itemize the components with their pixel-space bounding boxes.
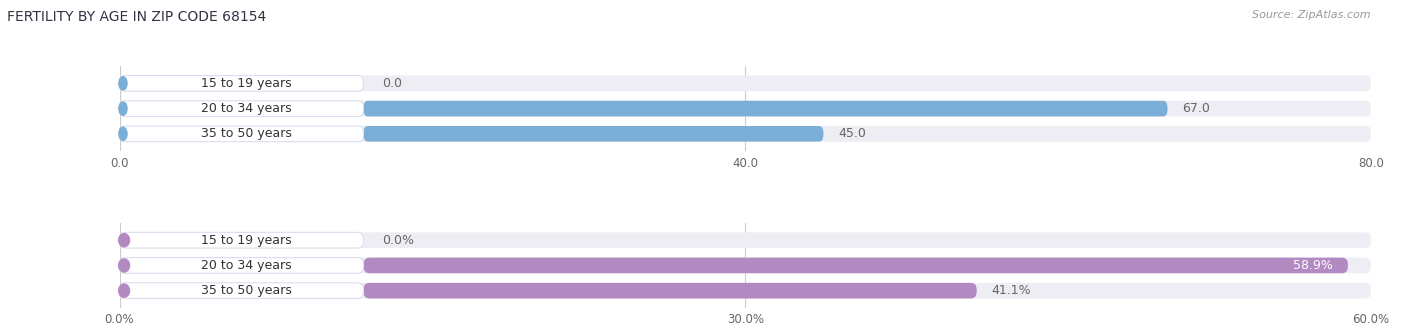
FancyBboxPatch shape xyxy=(120,75,364,91)
FancyBboxPatch shape xyxy=(120,101,1371,117)
Text: 15 to 19 years: 15 to 19 years xyxy=(201,77,291,90)
Text: FERTILITY BY AGE IN ZIP CODE 68154: FERTILITY BY AGE IN ZIP CODE 68154 xyxy=(7,10,266,24)
FancyBboxPatch shape xyxy=(120,101,364,117)
FancyBboxPatch shape xyxy=(120,126,364,142)
Text: 58.9%: 58.9% xyxy=(1294,259,1333,272)
FancyBboxPatch shape xyxy=(120,126,1371,142)
Text: 20 to 34 years: 20 to 34 years xyxy=(201,259,291,272)
FancyBboxPatch shape xyxy=(120,232,364,248)
Text: 20 to 34 years: 20 to 34 years xyxy=(201,102,291,115)
Circle shape xyxy=(120,77,127,90)
Text: 35 to 50 years: 35 to 50 years xyxy=(201,284,292,297)
FancyBboxPatch shape xyxy=(120,283,364,299)
Text: 35 to 50 years: 35 to 50 years xyxy=(201,127,292,140)
Circle shape xyxy=(118,234,129,247)
FancyBboxPatch shape xyxy=(120,232,1371,248)
Text: 0.0: 0.0 xyxy=(382,77,402,90)
Text: Source: ZipAtlas.com: Source: ZipAtlas.com xyxy=(1253,10,1371,20)
FancyBboxPatch shape xyxy=(120,283,1371,299)
Text: 45.0: 45.0 xyxy=(838,127,866,140)
Circle shape xyxy=(118,284,129,297)
Circle shape xyxy=(120,127,127,140)
Text: 15 to 19 years: 15 to 19 years xyxy=(201,234,291,247)
Circle shape xyxy=(120,102,127,115)
Circle shape xyxy=(118,259,129,272)
Text: 67.0: 67.0 xyxy=(1182,102,1211,115)
FancyBboxPatch shape xyxy=(120,258,1371,273)
FancyBboxPatch shape xyxy=(364,258,1348,273)
Text: 41.1%: 41.1% xyxy=(991,284,1032,297)
FancyBboxPatch shape xyxy=(364,126,824,142)
FancyBboxPatch shape xyxy=(120,75,1371,91)
Text: 0.0%: 0.0% xyxy=(382,234,415,247)
FancyBboxPatch shape xyxy=(364,283,977,299)
FancyBboxPatch shape xyxy=(120,258,364,273)
FancyBboxPatch shape xyxy=(364,101,1167,117)
